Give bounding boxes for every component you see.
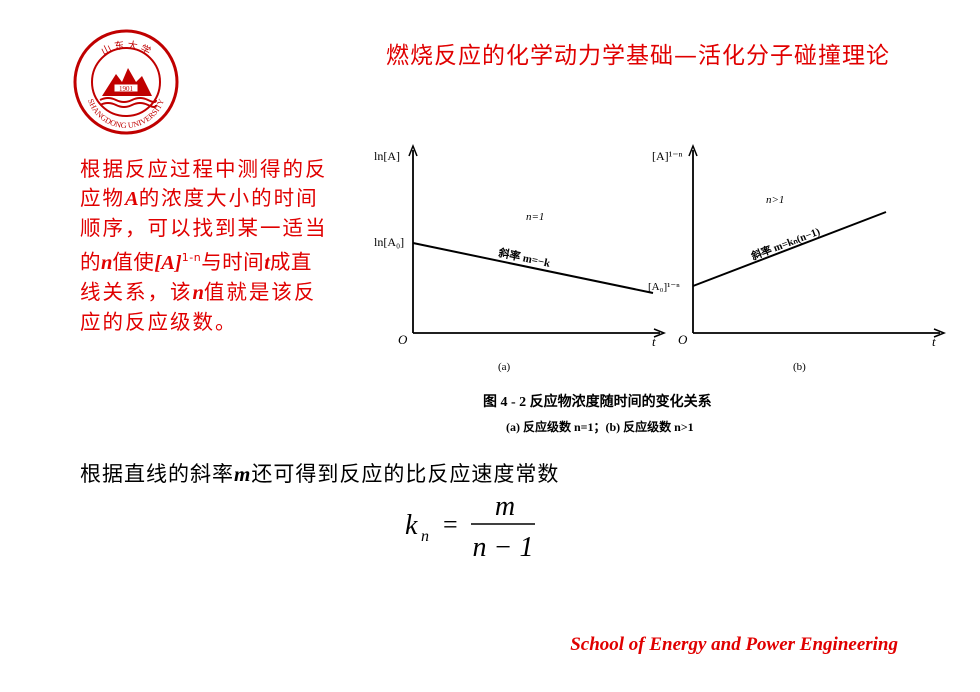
footer-school-name: School of Energy and Power Engineering xyxy=(570,634,898,655)
logo-seal-icon: 1901 SHANGDONG UNIVERSITY 山 东 大 学 xyxy=(73,29,179,135)
paragraph-line: 的n值使[A]1-n与时间t成直 xyxy=(80,249,312,274)
paragraph-line: 应物A的浓度大小的时间 xyxy=(80,186,319,210)
figure-caption: 图 4 - 2 反应物浓度随时间的变化关系 xyxy=(483,393,712,410)
logo-seal-chars: 山 东 大 学 xyxy=(99,38,153,57)
panel-a-origin: O xyxy=(398,332,408,347)
paragraph-line: 顺序，可以找到某一适当 xyxy=(80,216,328,240)
paragraph-line: 应的反应级数。 xyxy=(80,309,238,334)
formula-equals: = xyxy=(443,510,458,539)
panel-b-order-label: n>1 xyxy=(766,194,784,206)
panel-b-label: (b) xyxy=(793,361,806,373)
paragraph-line: 线关系，该n值就是该反 xyxy=(80,279,317,304)
paragraph-line: 根据反应过程中测得的反 xyxy=(80,157,328,181)
rate-constant-sentence: 根据直线的斜率m还可得到反应的比反应速度常数 xyxy=(80,462,560,486)
rate-constant-formula: k n = m n − 1 xyxy=(405,488,565,568)
panel-a-ylabel: ln[A] xyxy=(374,149,400,163)
university-logo: 1901 SHANGDONG UNIVERSITY 山 东 大 学 xyxy=(72,28,180,136)
panel-a-xlabel: t xyxy=(652,334,656,349)
formula-denominator: n − 1 xyxy=(473,532,534,563)
panel-b: [A]¹⁻ⁿ [A₀]¹⁻ⁿ O t n>1 斜率 m=kₙ(n−1) (b) xyxy=(648,143,947,373)
logo-year: 1901 xyxy=(119,85,134,93)
panel-a-y0-label: ln[A₀] xyxy=(374,235,404,249)
line-n-gt-1 xyxy=(692,211,887,287)
explanation-paragraph: 根据反应过程中测得的反 应物A的浓度大小的时间 顺序，可以找到某一适当 的n值使… xyxy=(80,155,370,337)
formula-lhs: k xyxy=(405,510,418,541)
line-n1 xyxy=(412,242,654,294)
concentration-time-figure: ln[A] ln[A₀] O t n=1 斜率 m=−k (a) [A]¹⁻ⁿ … xyxy=(368,138,948,443)
panel-b-xlabel: t xyxy=(932,334,936,349)
panel-b-ylabel: [A]¹⁻ⁿ xyxy=(652,149,683,163)
panel-b-y0-label: [A₀]¹⁻ⁿ xyxy=(648,281,680,293)
panel-b-slope-label: 斜率 m=kₙ(n−1) xyxy=(748,225,822,264)
formula-numerator: m xyxy=(495,491,515,522)
panel-a: ln[A] ln[A₀] O t n=1 斜率 m=−k (a) xyxy=(374,143,667,373)
figure-subcaption: (a) 反应级数 n=1；(b) 反应级数 n>1 xyxy=(506,419,694,434)
formula-lhs-subscript: n xyxy=(421,528,429,545)
panel-a-label: (a) xyxy=(498,361,511,373)
panel-b-origin: O xyxy=(678,332,688,347)
panel-a-order-label: n=1 xyxy=(526,211,544,223)
slide-title: 燃烧反应的化学动力学基础—活化分子碰撞理论 xyxy=(386,43,890,69)
